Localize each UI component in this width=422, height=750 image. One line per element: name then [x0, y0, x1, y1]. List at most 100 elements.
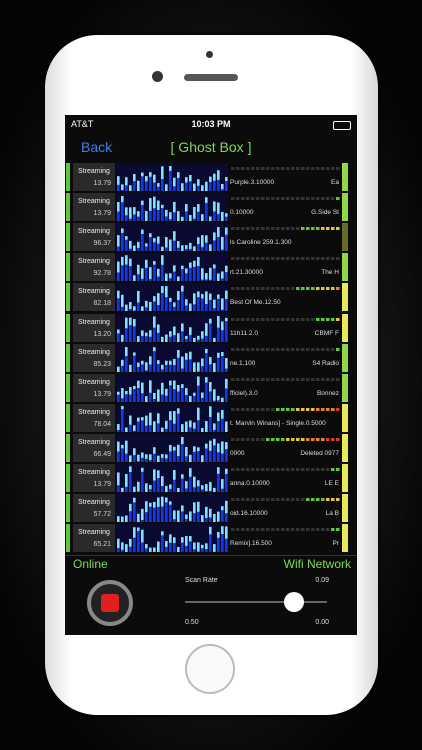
level-led [261, 227, 265, 231]
stream-label-box [73, 494, 115, 523]
level-led [296, 528, 300, 532]
visualizer-peak [117, 441, 120, 452]
visualizer-peak [209, 440, 212, 451]
visualizer-bar [121, 444, 124, 462]
back-button[interactable]: Back [81, 139, 113, 155]
visualizer-bar [189, 536, 192, 553]
stream-row[interactable]: Streaming 92.78 rt.21.30000 The H [65, 253, 357, 282]
level-led [321, 167, 325, 170]
visualizer-peak [213, 173, 216, 181]
visualizer-peak [197, 257, 200, 267]
level-led [266, 317, 270, 321]
stream-row[interactable]: Streaming 96.37 ls Caroline 259.1.300 [65, 223, 357, 252]
visualizer-bar [165, 360, 168, 372]
level-led [311, 347, 315, 351]
level-led [266, 407, 270, 411]
visualizer-peak [153, 447, 156, 454]
visualizer-peak [185, 335, 188, 339]
right-meter [342, 223, 348, 252]
station-text: Deleted 0977 [297, 449, 339, 457]
level-led [241, 257, 245, 261]
level-led [271, 197, 275, 201]
home-button[interactable] [185, 644, 235, 694]
stream-label-box [73, 283, 115, 312]
level-led [266, 287, 270, 291]
visualizer-peak [165, 485, 168, 492]
visualizer-bar [121, 359, 124, 372]
visualizer-bar [117, 291, 120, 312]
stream-row[interactable]: Streaming 78.04 t. Marvin Winans] - Single… [65, 403, 357, 432]
level-led [306, 407, 310, 411]
visualizer-peak [209, 268, 212, 281]
stream-status: Streaming [78, 198, 110, 206]
level-led [291, 167, 295, 170]
visualizer-peak [189, 536, 192, 542]
level-led [336, 377, 340, 381]
visualizer-bar [125, 390, 128, 402]
visualizer-peak [205, 273, 208, 280]
level-led [236, 227, 240, 231]
left-meter [66, 343, 70, 372]
level-led [311, 437, 315, 441]
level-led [261, 498, 265, 502]
visualizer-peak [133, 306, 136, 311]
station-text: LE E [321, 480, 339, 487]
level-led [331, 287, 335, 291]
visualizer-peak [193, 502, 196, 514]
stream-row[interactable]: Streaming 13.79 Purple.3.10000 Ea [65, 163, 357, 191]
visualizer-bar [133, 527, 136, 553]
level-led [251, 437, 255, 441]
visualizer-bar [133, 448, 136, 462]
visualizer-peak [125, 440, 128, 454]
stream-label-box [73, 373, 115, 402]
visualizer-peak [129, 455, 132, 462]
stream-row[interactable]: Streaming 13.20 11h11.2.0 CBMF F [65, 313, 357, 342]
level-led [261, 317, 265, 321]
clock: 10:03 PM [191, 119, 231, 129]
stream-row[interactable]: Streaming 65.21 Remix].16.500 Pr [65, 524, 357, 553]
level-led [261, 257, 265, 261]
visualizer-bar [217, 315, 220, 342]
level-led [321, 437, 325, 441]
level-led [241, 377, 245, 381]
stream-value: 57.72 [93, 511, 111, 519]
slider-thumb[interactable] [284, 592, 304, 612]
visualizer-peak [217, 170, 220, 180]
stream-row[interactable]: Streaming 13.79 0.10000 G.Side St [65, 193, 357, 222]
level-led [281, 167, 285, 170]
visualizer-bar [209, 440, 212, 462]
station-text: G.Side St [308, 209, 339, 217]
visualizer-bar [145, 260, 148, 282]
level-led [276, 197, 280, 201]
level-led [311, 287, 315, 291]
visualizer-peak [117, 261, 120, 273]
visualizer-peak [225, 227, 228, 235]
stream-row[interactable]: Streaming 13.79 fficiel).3.0 Bonnez [65, 373, 357, 402]
visualizer-peak [181, 423, 184, 432]
visualizer-peak [185, 387, 188, 395]
level-led [316, 287, 320, 291]
visualizer-bar [153, 196, 156, 222]
level-led [256, 407, 260, 411]
visualizer-bar [173, 446, 176, 462]
stream-row[interactable]: Streaming 13.79 anna.0.10000 LE E [65, 464, 357, 492]
left-meter [66, 253, 70, 282]
level-led [241, 347, 245, 351]
visualizer-peak [161, 336, 164, 342]
level-led [306, 197, 310, 201]
stream-row[interactable]: Streaming 66.49 0000 Deleted 0977 [65, 433, 357, 462]
visualizer-peak [153, 296, 156, 302]
level-led [236, 468, 240, 471]
visualizer-peak [201, 427, 204, 432]
visualizer-bar [141, 416, 144, 432]
stream-row[interactable]: Streaming 82.18 Best Of Me.12.50 [65, 283, 357, 312]
level-led [276, 317, 280, 321]
stream-row[interactable]: Streaming 85.23 ne.1.100 S4 Radio [65, 343, 357, 372]
visualizer-peak [121, 359, 124, 366]
level-led [246, 498, 250, 502]
stream-row[interactable]: Streaming 57.72 oid.16.10000 La B [65, 494, 357, 523]
level-led [246, 257, 250, 261]
visualizer-bar [221, 506, 224, 523]
record-button[interactable] [87, 580, 133, 626]
visualizer [116, 403, 348, 432]
